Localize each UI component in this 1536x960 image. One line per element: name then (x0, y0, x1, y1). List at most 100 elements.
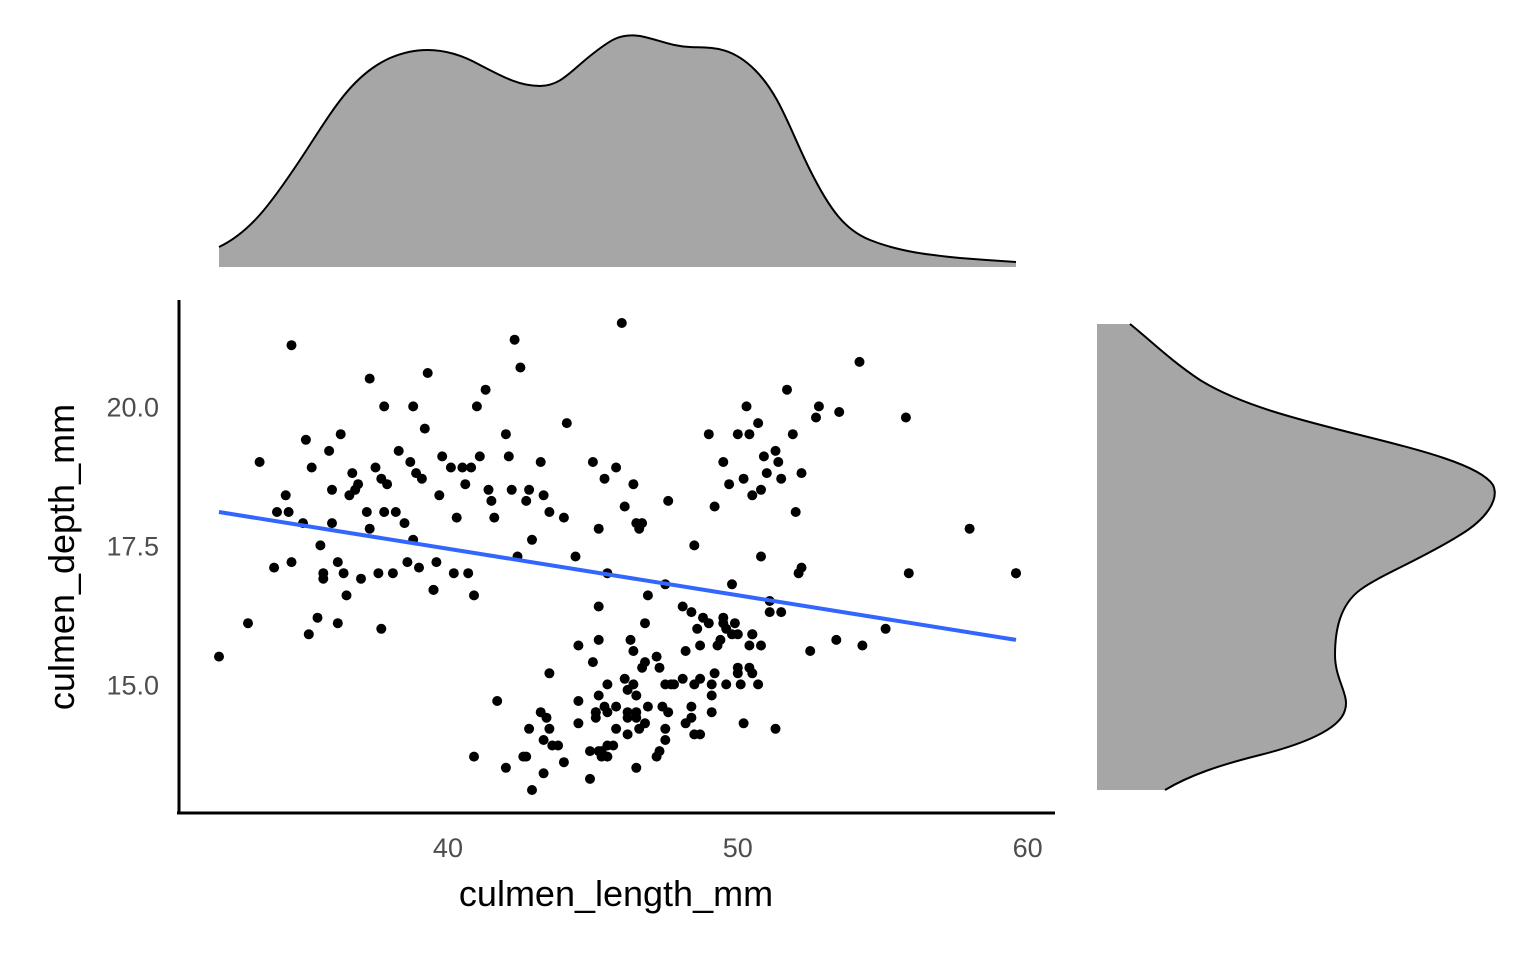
scatter-point (741, 401, 752, 412)
scatter-point (686, 607, 697, 618)
scatter-point (300, 434, 311, 445)
scatter-point (738, 473, 749, 484)
scatter-point (370, 462, 381, 473)
scatter-point (428, 584, 439, 595)
scatter-point (631, 518, 642, 529)
y-tick-label: 15.0 (106, 670, 159, 700)
scatter-point (660, 679, 671, 690)
scatter-point (489, 512, 500, 523)
scatter-point (544, 668, 555, 679)
scatter-point (689, 540, 700, 551)
scatter-point (721, 679, 732, 690)
scatter-point (457, 462, 468, 473)
scatter-point (695, 640, 706, 651)
scatter-point (744, 640, 755, 651)
y-axis-title: culmen_depth_mm (41, 404, 82, 710)
y-tick-labels: 15.0 17.5 20.0 (106, 392, 159, 700)
scatter-point (538, 490, 549, 501)
scatter-point (393, 445, 404, 456)
scatter-point (680, 646, 691, 656)
scatter-point (776, 473, 787, 484)
scatter-point (335, 429, 346, 440)
scatter-point (353, 479, 364, 490)
scatter-point (573, 696, 584, 706)
scatter-point (640, 718, 650, 729)
scatter-point (327, 518, 337, 529)
scatter-point (538, 735, 549, 745)
scatter-point (622, 729, 633, 740)
y-tick-label: 17.5 (106, 531, 159, 561)
scatter-point (382, 479, 393, 490)
scatter-point (660, 723, 671, 734)
scatter-point (593, 634, 604, 645)
scatter-point (677, 673, 688, 684)
scatter-point (796, 468, 807, 479)
scatter-point (628, 679, 639, 690)
scatter-point (448, 568, 459, 579)
scatter-point (903, 568, 914, 579)
scatter-point (379, 401, 390, 412)
scatter-point (254, 457, 265, 467)
scatter-point (356, 573, 366, 584)
main-axes (177, 300, 1055, 815)
scatter-point (706, 690, 717, 701)
scatter-point (724, 479, 735, 490)
scatter-point (593, 601, 604, 612)
scatter-point (657, 701, 668, 712)
scatter-point (677, 601, 688, 612)
scatter-point (561, 418, 572, 429)
scatter-point (408, 401, 419, 412)
scatter-point (738, 718, 749, 729)
scatter-point (431, 557, 442, 568)
scatter-point (631, 712, 642, 723)
scatter-point (628, 479, 639, 490)
scatter-point (515, 362, 526, 373)
scatter-point (753, 418, 764, 429)
scatter-point (706, 707, 717, 718)
scatter-point (460, 479, 471, 490)
scatter-point (602, 679, 613, 690)
scatter-point (214, 651, 224, 662)
scatter-point (500, 762, 511, 773)
scatter-point (761, 468, 772, 479)
scatter-point (776, 607, 787, 618)
scatter-point (758, 451, 769, 462)
scatter-point (831, 634, 842, 645)
scatter-point (686, 701, 697, 712)
scatter-point (709, 501, 720, 512)
scatter-point (608, 740, 619, 751)
scatter-point (269, 562, 280, 573)
scatter-point (506, 484, 517, 495)
scatter-point (483, 484, 494, 495)
scatter-point (474, 451, 485, 462)
right-density-area (1097, 324, 1495, 790)
scatter-point (727, 579, 737, 590)
scatter-point (469, 751, 479, 762)
scatter-point (405, 457, 416, 467)
scatter-point (686, 712, 697, 723)
scatter-point (857, 640, 868, 651)
scatter-point (611, 723, 622, 734)
scatter-point (640, 618, 650, 629)
scatter-point (558, 512, 569, 523)
scatter-point (585, 773, 595, 784)
scatter-point (709, 668, 720, 679)
x-tick-labels: 40 50 60 (433, 833, 1043, 863)
scatter-point (422, 368, 433, 378)
scatter-point (280, 490, 291, 501)
scatter-point (773, 457, 784, 467)
scatter-point (544, 723, 555, 734)
scatter-point (521, 751, 532, 762)
scatter-point (790, 507, 801, 517)
scatter-point (434, 490, 445, 501)
scatter-point (756, 551, 766, 562)
scatter-point (303, 629, 314, 640)
scatter-point (616, 318, 627, 328)
scatter-point (286, 557, 297, 568)
scatter-point (338, 568, 349, 579)
scatter-point (732, 662, 743, 673)
scatter-point (689, 679, 700, 690)
scatter-point (509, 334, 520, 345)
scatter-point (364, 523, 375, 534)
scatter-point (243, 618, 253, 629)
